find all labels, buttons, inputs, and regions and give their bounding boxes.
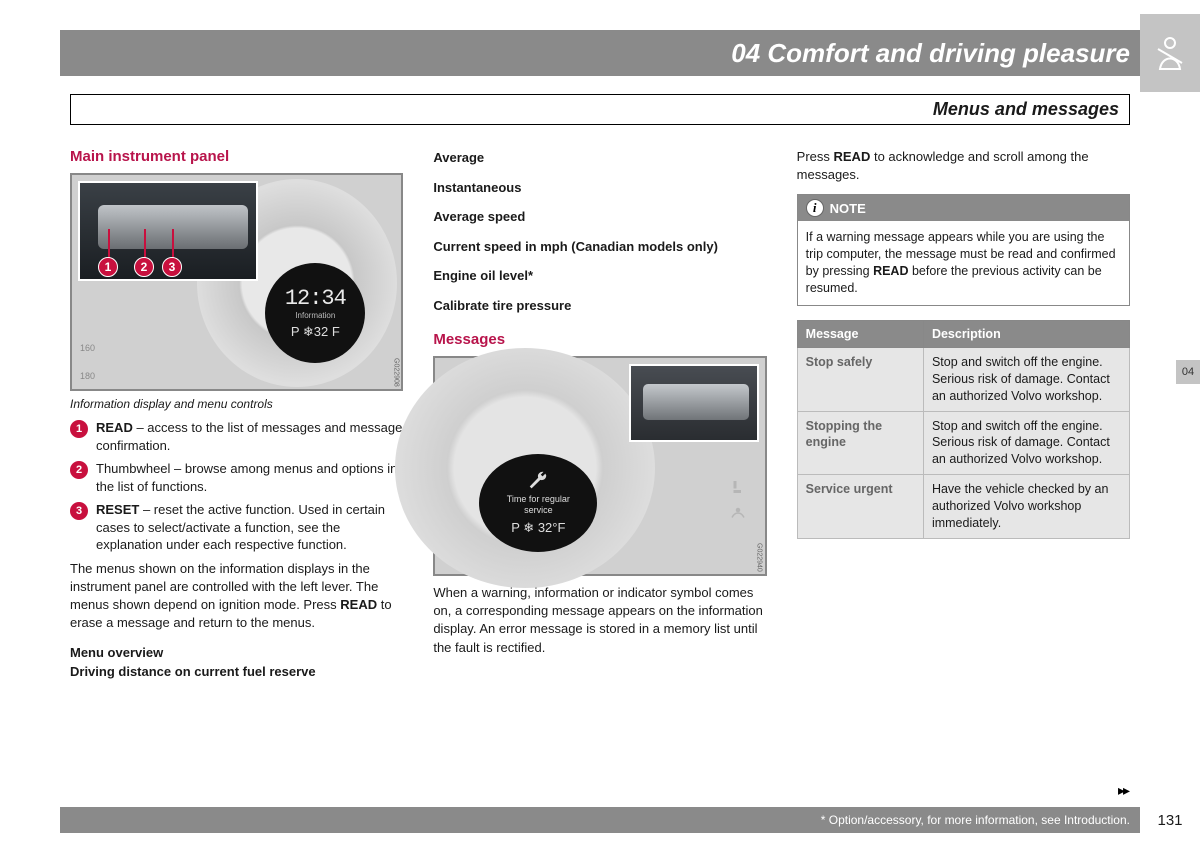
badge-2: 2	[70, 461, 88, 479]
table-header-row: Message Description	[797, 320, 1129, 347]
temp-label: 32 F	[314, 324, 340, 339]
section-subtitle-bar: Menus and messages	[70, 94, 1130, 125]
item-3-bold: RESET	[96, 502, 139, 517]
side-thumb-tab: 04	[1176, 360, 1200, 384]
menu-overview-heading: Menu overview	[70, 643, 403, 663]
callout-1: 1	[98, 257, 118, 277]
info-display: 12:34 Information P ❄32 F	[265, 263, 365, 363]
item-1-bold: READ	[96, 420, 133, 435]
figure-messages: Time for regular service P ❄ 32°F G02294…	[433, 356, 766, 576]
gear-2: P	[511, 520, 519, 535]
figure-instrument-panel: 160 180 12:34 Information P ❄32 F 1 2 3 …	[70, 173, 403, 391]
gear-temp-row: P ❄32 F	[291, 324, 340, 340]
menu-average: Average	[433, 148, 766, 168]
item-2-text: Thumbwheel – browse among menus and opti…	[96, 460, 403, 495]
footer-note: Option/accessory, for more information, …	[825, 813, 1130, 827]
snowflake-icon-2: ❄	[523, 520, 538, 535]
clock-display: 12:34	[285, 286, 346, 311]
speed-tick: 160	[80, 343, 95, 353]
column-2: Average Instantaneous Average speed Curr…	[433, 148, 766, 787]
seat-icon	[729, 478, 747, 496]
service-text: Time for regular service	[507, 494, 570, 516]
menu-current-speed: Current speed in mph (Canadian models on…	[433, 237, 766, 257]
menu-avg-speed: Average speed	[433, 207, 766, 227]
footer-text: * Option/accessory, for more information…	[821, 813, 1130, 827]
figure-id: G022908	[392, 358, 399, 387]
heading-main-instrument: Main instrument panel	[70, 148, 403, 165]
section-subtitle: Menus and messages	[933, 99, 1119, 119]
intro-before: Press	[797, 149, 834, 164]
list-item-3: 3 RESET – reset the active function. Use…	[70, 501, 403, 554]
snowflake-icon: ❄	[303, 324, 314, 339]
continue-icon: ▸▸	[1118, 782, 1128, 799]
skid-icon	[729, 504, 747, 522]
cell-desc: Have the vehicle checked by an authorize…	[923, 475, 1129, 539]
note-bold: READ	[873, 264, 908, 278]
temp-2: 32°F	[538, 520, 566, 535]
note-body: If a warning message appears while you a…	[798, 221, 1129, 305]
menu-line-1: Driving distance on current fuel reserve	[70, 662, 403, 682]
note-label: NOTE	[830, 201, 866, 216]
cell-desc: Stop and switch off the engine. Serious …	[923, 347, 1129, 411]
gear-temp-row-2: P ❄ 32°F	[511, 520, 565, 536]
col1-paragraph: The menus shown on the information displ…	[70, 560, 403, 633]
info-label: Information	[295, 311, 335, 320]
seatbelt-icon	[1140, 14, 1200, 92]
page-number: 131	[1140, 807, 1200, 833]
menu-instantaneous: Instantaneous	[433, 178, 766, 198]
cell-desc: Stop and switch off the engine. Serious …	[923, 411, 1129, 475]
cell-msg: Stop safely	[797, 347, 923, 411]
messages-table: Message Description Stop safely Stop and…	[797, 320, 1130, 539]
intro-bold: READ	[834, 149, 871, 164]
chapter-header: 04 Comfort and driving pleasure	[60, 30, 1140, 76]
figure-caption: Information display and menu controls	[70, 397, 403, 411]
cell-msg: Service urgent	[797, 475, 923, 539]
info-icon: i	[806, 199, 824, 217]
para-before: The menus shown on the information displ…	[70, 561, 378, 612]
menu-oil-level: Engine oil level*	[433, 266, 766, 286]
table-row: Service urgent Have the vehicle checked …	[797, 475, 1129, 539]
cell-msg: Stopping the engine	[797, 411, 923, 475]
speed-tick: 180	[80, 371, 95, 381]
chapter-title: 04 Comfort and driving pleasure	[731, 38, 1130, 69]
indicator-symbols	[729, 478, 747, 522]
content-columns: Main instrument panel 160 180 12:34 Info…	[70, 148, 1130, 787]
item-3-text: RESET – reset the active function. Used …	[96, 501, 403, 554]
callout-3: 3	[162, 257, 182, 277]
list-item-1: 1 READ – access to the list of messages …	[70, 419, 403, 454]
para-bold: READ	[340, 597, 377, 612]
heading-messages: Messages	[433, 331, 766, 348]
col3-intro: Press READ to acknowledge and scroll amo…	[797, 148, 1130, 184]
callout-2: 2	[134, 257, 154, 277]
th-message: Message	[797, 320, 923, 347]
gear-label: P	[291, 324, 299, 339]
item-1-text: READ – access to the list of messages an…	[96, 419, 403, 454]
column-1: Main instrument panel 160 180 12:34 Info…	[70, 148, 403, 787]
menu-tire-pressure: Calibrate tire pressure	[433, 296, 766, 316]
column-3: Press READ to acknowledge and scroll amo…	[797, 148, 1130, 787]
figure-id-2: G022940	[756, 543, 763, 572]
badge-3: 3	[70, 502, 88, 520]
item-1-rest: – access to the list of messages and mes…	[96, 420, 402, 453]
service-line-1: Time for regular	[507, 494, 570, 504]
col2-paragraph: When a warning, information or indicator…	[433, 584, 766, 657]
table-row: Stopping the engine Stop and switch off …	[797, 411, 1129, 475]
note-header: i NOTE	[798, 195, 1129, 221]
wrench-icon	[527, 470, 549, 492]
badge-1: 1	[70, 420, 88, 438]
th-description: Description	[923, 320, 1129, 347]
stalk-body-2	[643, 384, 749, 420]
footer-bar: * Option/accessory, for more information…	[60, 807, 1200, 833]
list-item-2: 2 Thumbwheel – browse among menus and op…	[70, 460, 403, 495]
stalk-inset-2	[629, 364, 759, 442]
item-3-rest: – reset the active function. Used in cer…	[96, 502, 385, 552]
note-box: i NOTE If a warning message appears whil…	[797, 194, 1130, 306]
service-line-2: service	[524, 505, 553, 515]
table-row: Stop safely Stop and switch off the engi…	[797, 347, 1129, 411]
info-display-2: Time for regular service P ❄ 32°F	[479, 454, 597, 552]
